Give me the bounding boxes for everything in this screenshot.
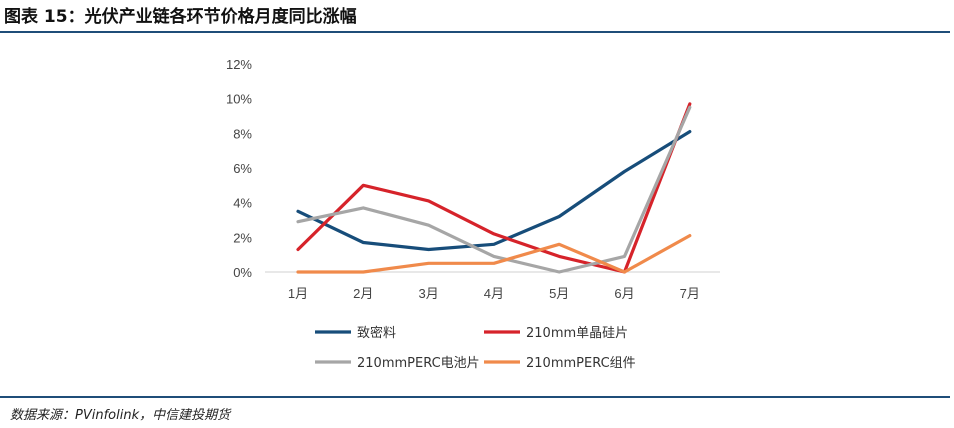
series-line-1 <box>296 102 692 274</box>
y-tick-label: 8% <box>233 126 252 141</box>
x-tick-label: 6月 <box>614 286 634 301</box>
legend: 致密料 210mm单晶硅片 210mmPERC电池片 210mmPERC组件 <box>315 325 636 371</box>
legend-label-1: 210mm单晶硅片 <box>526 326 628 341</box>
y-axis-ticks: 0% 2% 4% 6% 8% 10% 12% <box>226 57 252 280</box>
legend-label-0: 致密料 <box>357 325 396 341</box>
series-line-2 <box>296 105 692 274</box>
source-note: 数据来源：PVinfolink，中信建投期货 <box>10 408 231 423</box>
figure-title: 图表 15：光伏产业链各环节价格月度同比涨幅 <box>4 7 357 27</box>
y-tick-label: 0% <box>233 265 252 280</box>
x-tick-label: 7月 <box>680 286 700 301</box>
top-divider <box>0 31 950 33</box>
y-tick-label: 10% <box>226 92 252 107</box>
series-line-0 <box>296 130 692 252</box>
bottom-divider <box>0 396 950 398</box>
x-tick-label: 4月 <box>484 286 504 301</box>
x-tick-label: 1月 <box>288 286 308 301</box>
y-tick-label: 4% <box>233 196 252 211</box>
x-axis-ticks: 1月 2月 3月 4月 5月 6月 7月 <box>288 286 700 301</box>
legend-label-2: 210mmPERC电池片 <box>357 356 480 371</box>
y-tick-label: 2% <box>233 230 252 245</box>
series-lines <box>296 102 692 274</box>
y-tick-label: 6% <box>233 161 252 176</box>
legend-label-3: 210mmPERC组件 <box>526 356 636 371</box>
series-line-3 <box>296 234 692 274</box>
x-tick-label: 2月 <box>353 286 373 301</box>
y-tick-label: 12% <box>226 57 252 72</box>
x-tick-label: 3月 <box>418 286 438 301</box>
x-tick-label: 5月 <box>549 286 569 301</box>
